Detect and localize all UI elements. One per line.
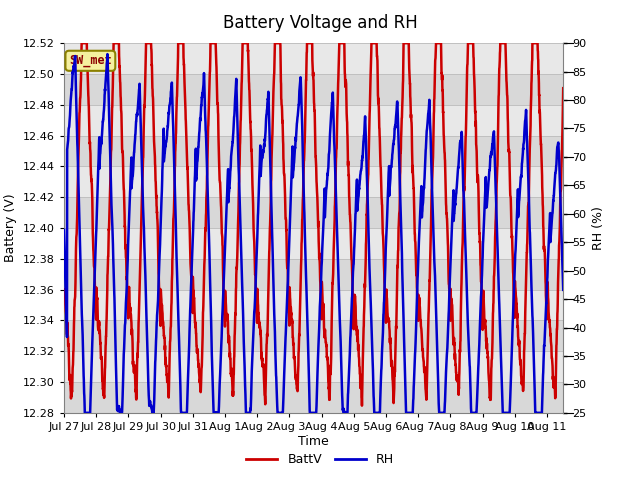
- Bar: [64, 197, 563, 228]
- Text: Battery Voltage and RH: Battery Voltage and RH: [223, 14, 417, 33]
- Bar: [64, 228, 563, 259]
- Bar: [64, 74, 563, 105]
- Bar: [64, 259, 563, 289]
- Bar: [64, 167, 563, 197]
- Bar: [64, 105, 563, 135]
- Text: SW_met: SW_met: [69, 54, 112, 67]
- Bar: [64, 289, 563, 321]
- Y-axis label: Battery (V): Battery (V): [4, 194, 17, 262]
- Bar: [64, 321, 563, 351]
- Bar: [64, 382, 563, 413]
- Bar: [64, 43, 563, 74]
- Bar: [64, 135, 563, 167]
- Bar: [64, 351, 563, 382]
- Y-axis label: RH (%): RH (%): [592, 206, 605, 250]
- Legend: BattV, RH: BattV, RH: [241, 448, 399, 471]
- X-axis label: Time: Time: [298, 434, 329, 448]
